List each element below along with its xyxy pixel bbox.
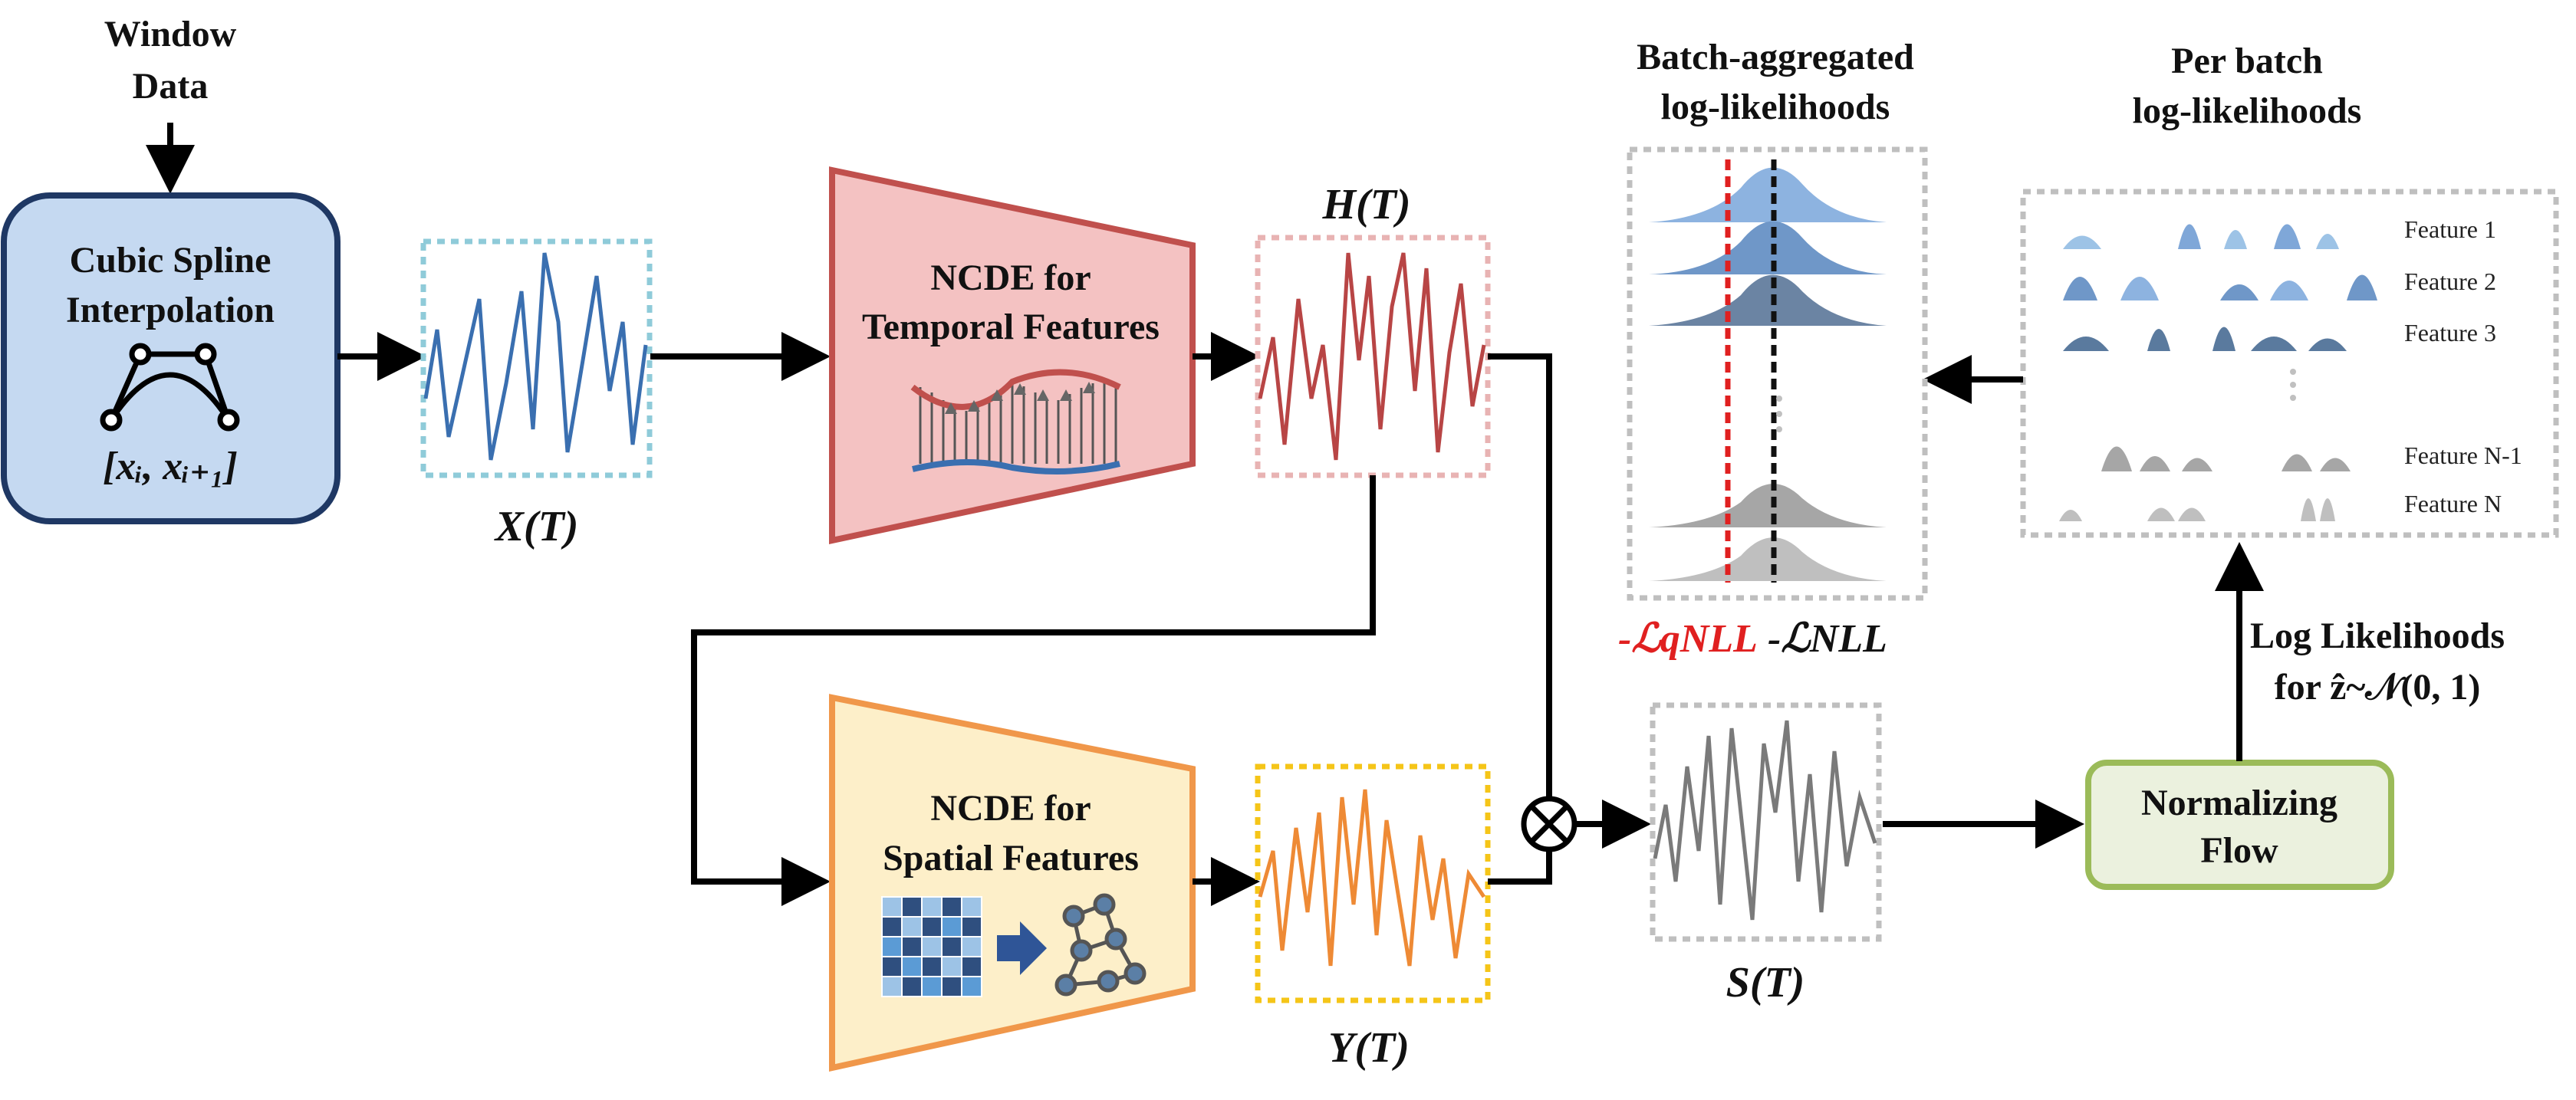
ncde-spatial-block: NCDE for Spatial Features	[829, 694, 1196, 1072]
h-to-spatial-line	[691, 475, 1376, 906]
per-batch-distributions	[2059, 224, 2377, 521]
temporal-label-1: NCDE for	[930, 258, 1091, 298]
h-to-mult-line	[1488, 353, 1552, 797]
per-batch-title-1: Per batch	[2171, 41, 2323, 81]
spline-curve-icon	[100, 343, 240, 432]
ncde-temporal-block: NCDE for Temporal Features	[829, 166, 1196, 544]
s-t-label: S(T)	[1726, 959, 1805, 1006]
feature-label-1: Feature 1	[2404, 215, 2496, 243]
window-data-label-2: Data	[133, 66, 209, 107]
feature-label-n: Feature N	[2404, 490, 2502, 517]
loglik-label-1: Log Likelihoods	[2250, 616, 2505, 656]
adjacency-matrix-icon	[881, 896, 982, 997]
spatial-label-1: NCDE for	[930, 788, 1091, 829]
nf-label-2: Flow	[2200, 830, 2278, 871]
spline-label-1: Cubic Spline	[70, 240, 271, 281]
s-signal-frame	[1650, 702, 1882, 942]
transform-arrow-icon	[997, 921, 1047, 975]
batch-agg-title-1: Batch-aggregated	[1637, 37, 1914, 77]
x-t-label: X(T)	[494, 503, 579, 550]
x-signal-frame	[420, 238, 653, 478]
feature-label-3: Feature 3	[2404, 319, 2496, 346]
batch-agg-panel	[1627, 146, 1928, 601]
x-signal-series	[423, 252, 648, 461]
multiply-operator	[1521, 796, 1578, 852]
per-batch-panel	[2020, 189, 2559, 538]
spatial-label-2: Spatial Features	[883, 838, 1139, 878]
y-signal-series	[1258, 789, 1486, 967]
feature-label-n-1: Feature N-1	[2404, 442, 2522, 469]
loglik-label-2: for ẑ~𝒩(0, 1)	[2275, 667, 2481, 708]
nf-label-1: Normalizing	[2141, 783, 2337, 823]
batch-agg-distributions	[1649, 159, 1887, 583]
window-data-label-1: Window	[104, 14, 237, 54]
nll-label: -ℒNLL	[1768, 617, 1887, 661]
h-signal-series	[1258, 252, 1486, 461]
normalizing-flow-block: Normalizing Flow	[2085, 760, 2394, 890]
s-signal-series	[1653, 720, 1877, 921]
batch-agg-title-2: log-likelihoods	[1661, 87, 1890, 127]
cubic-spline-block: Cubic Spline Interpolation [xᵢ, xᵢ₊₁]	[1, 192, 341, 524]
temporal-label-2: Temporal Features	[862, 307, 1160, 347]
qnll-label: -ℒqNLL	[1618, 617, 1758, 661]
spline-label-2: Interpolation	[66, 290, 275, 330]
spline-formula: [xᵢ, xᵢ₊₁]	[103, 445, 238, 488]
h-t-label: H(T)	[1321, 181, 1410, 228]
y-t-label: Y(T)	[1328, 1024, 1410, 1072]
feature-label-2: Feature 2	[2404, 268, 2496, 295]
per-batch-title-2: log-likelihoods	[2133, 90, 2362, 131]
graph-icon	[1054, 893, 1147, 997]
vector-field-icon	[910, 369, 1121, 474]
y-to-mult-line	[1488, 851, 1552, 885]
